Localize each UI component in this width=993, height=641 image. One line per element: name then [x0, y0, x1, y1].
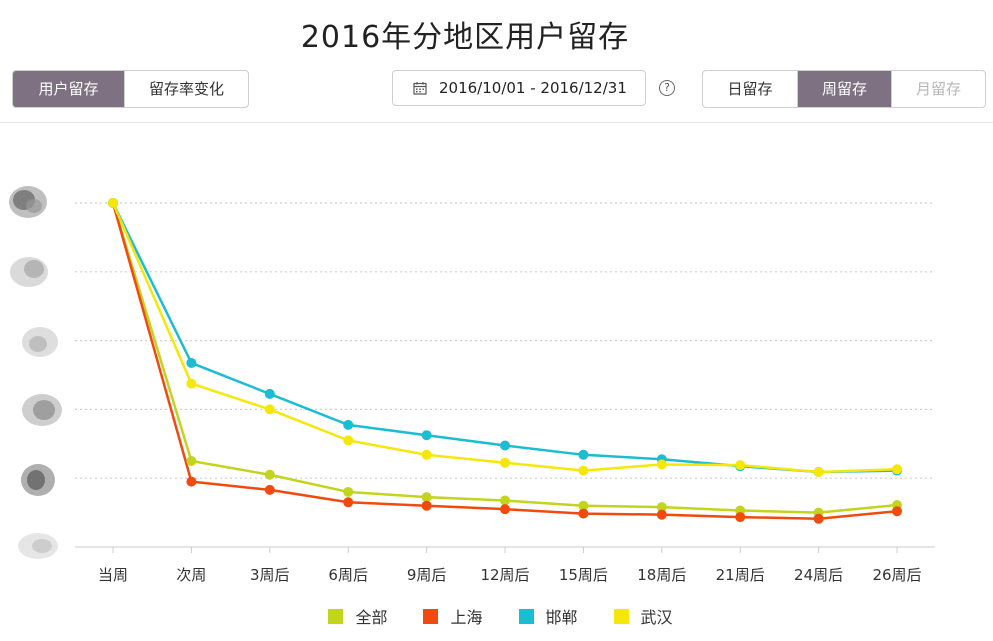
data-point	[578, 508, 589, 519]
data-point	[264, 404, 275, 415]
data-point	[421, 430, 432, 441]
x-tick-label: 21周后	[716, 566, 765, 584]
data-point	[264, 469, 275, 480]
legend-item-shanghai[interactable]: 上海	[423, 604, 483, 628]
legend-swatch	[328, 608, 344, 624]
data-point	[186, 378, 197, 389]
header-divider	[0, 122, 993, 123]
x-tick-label: 12周后	[480, 566, 529, 584]
legend-swatch	[423, 608, 439, 624]
data-point	[264, 388, 275, 399]
data-point	[656, 459, 667, 470]
period-toggle: 日留存 周留存 月留存	[702, 70, 986, 108]
x-tick-label: 24周后	[794, 566, 843, 584]
series-line-邯郸	[111, 202, 898, 474]
legend-item-handan[interactable]: 邯郸	[518, 604, 578, 628]
date-range-picker[interactable]: 2016/10/01 - 2016/12/31	[392, 70, 646, 106]
obscured-y-tick-label	[22, 327, 58, 357]
tab-monthly-retention[interactable]: 月留存	[891, 71, 985, 107]
data-point	[500, 504, 510, 515]
x-tick-label: 9周后	[407, 566, 447, 584]
x-tick-label: 次周	[176, 566, 206, 584]
legend-label: 武汉	[640, 608, 673, 627]
obscured-y-tick-label	[22, 394, 62, 426]
data-point	[578, 465, 589, 476]
legend-label: 邯郸	[545, 608, 578, 627]
obscured-y-tick-label	[10, 257, 48, 287]
data-point	[500, 457, 510, 468]
legend-item-wuhan[interactable]: 武汉	[613, 604, 673, 628]
data-point	[421, 492, 432, 503]
date-range-value: 2016/10/01 - 2016/12/31	[439, 79, 627, 97]
x-tick-label: 当周	[98, 566, 128, 584]
series-line-武汉	[111, 202, 898, 474]
view-toggle: 用户留存 留存率变化	[12, 70, 249, 108]
x-tick-label: 6周后	[328, 566, 368, 584]
data-point	[813, 513, 824, 524]
legend-swatch	[613, 608, 629, 624]
tab-weekly-retention[interactable]: 周留存	[797, 71, 891, 107]
data-point	[343, 497, 354, 508]
legend-swatch	[518, 608, 534, 624]
help-icon[interactable]: ?	[659, 80, 675, 96]
legend-label: 上海	[450, 608, 483, 627]
data-point	[578, 500, 589, 511]
data-point	[656, 502, 667, 513]
chart-legend: 全部 上海 邯郸 武汉	[0, 604, 993, 628]
data-point	[343, 435, 354, 446]
data-point	[892, 464, 902, 475]
tab-retention-change[interactable]: 留存率变化	[124, 71, 248, 107]
data-point	[813, 467, 824, 478]
data-point	[578, 449, 589, 460]
data-point	[421, 500, 432, 511]
page-title: 2016年分地区用户留存	[300, 20, 630, 55]
data-point	[108, 198, 118, 208]
x-tick-label: 26周后	[872, 566, 921, 584]
data-point	[421, 449, 432, 460]
tab-user-retention[interactable]: 用户留存	[13, 71, 124, 107]
data-point	[343, 486, 354, 497]
data-point	[264, 484, 275, 495]
data-point	[186, 456, 197, 466]
obscured-y-tick-label	[9, 186, 47, 218]
x-tick-label: 15周后	[559, 566, 608, 584]
data-point	[343, 419, 354, 430]
tab-daily-retention[interactable]: 日留存	[727, 80, 773, 98]
legend-item-all[interactable]: 全部	[328, 604, 387, 628]
data-point	[186, 476, 197, 487]
x-tick-label: 18周后	[637, 566, 686, 584]
calendar-icon	[413, 81, 427, 95]
series-line-上海	[111, 202, 898, 521]
obscured-y-tick-label	[21, 464, 55, 496]
data-point	[656, 509, 667, 520]
data-point	[892, 506, 902, 517]
data-point	[186, 357, 197, 368]
obscured-y-tick-label	[18, 533, 58, 559]
data-point	[735, 460, 746, 471]
data-point	[500, 495, 510, 506]
retention-line-chart: 当周 次周 3周后 6周后 9周后 12周后 15周后 18周后 21周后 24周后 26周后	[75, 198, 935, 584]
x-tick-label: 3周后	[250, 566, 290, 584]
data-point	[735, 512, 746, 523]
data-point	[500, 440, 510, 451]
legend-label: 全部	[355, 608, 388, 627]
